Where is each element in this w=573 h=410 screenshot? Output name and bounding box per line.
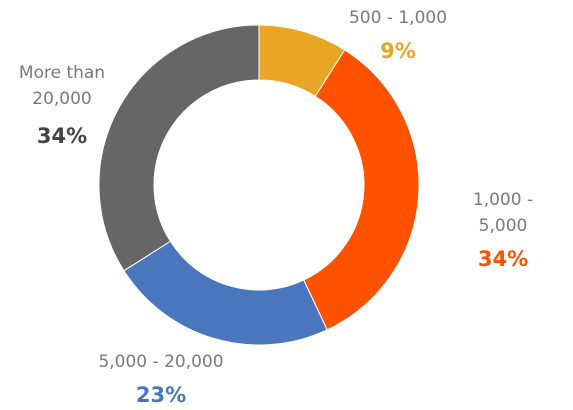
donut-slice — [303, 49, 420, 331]
slice-label: 500 - 1,000 9% — [349, 5, 447, 65]
slice-label: 1,000 - 5,000 34% — [468, 187, 538, 273]
slice-label: More than 20,000 34% — [7, 60, 117, 150]
value-label: 34% — [36, 124, 88, 148]
value-label: 9% — [380, 39, 416, 63]
category-label: 1,000 - 5,000 — [472, 190, 534, 236]
category-label: More than 20,000 — [18, 63, 106, 109]
category-label: 5,000 - 20,000 — [98, 352, 224, 372]
value-label: 23% — [135, 383, 187, 407]
donut-slice — [123, 240, 328, 346]
category-label: 500 - 1,000 — [348, 8, 448, 28]
slice-label: 5,000 - 20,000 23% — [98, 349, 223, 409]
value-label: 34% — [477, 247, 529, 271]
donut-slice — [98, 24, 260, 272]
